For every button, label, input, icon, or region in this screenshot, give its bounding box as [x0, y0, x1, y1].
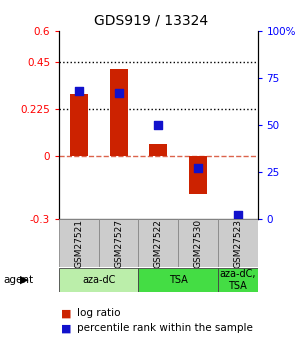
Text: GSM27522: GSM27522 [154, 219, 163, 268]
Bar [189, 156, 207, 194]
Text: GSM27527: GSM27527 [114, 219, 123, 268]
Bar [149, 144, 167, 156]
Text: GSM27521: GSM27521 [75, 219, 83, 268]
Text: ▶: ▶ [20, 275, 28, 285]
Text: GSM27530: GSM27530 [194, 219, 202, 268]
Text: ■: ■ [61, 324, 71, 333]
Bar [218, 219, 258, 267]
Text: GSM27523: GSM27523 [233, 219, 242, 268]
Bar [178, 219, 218, 267]
Point [235, 213, 240, 218]
Point [76, 88, 81, 94]
Text: GDS919 / 13324: GDS919 / 13324 [95, 13, 208, 27]
Text: percentile rank within the sample: percentile rank within the sample [77, 324, 253, 333]
Bar [138, 219, 178, 267]
Bar [59, 268, 138, 292]
Text: aza-dC: aza-dC [82, 275, 115, 285]
Text: log ratio: log ratio [77, 308, 121, 318]
Text: ■: ■ [61, 308, 71, 318]
Bar [110, 69, 128, 156]
Bar [99, 219, 138, 267]
Text: TSA: TSA [169, 275, 188, 285]
Point [116, 90, 121, 96]
Bar [218, 268, 258, 292]
Text: agent: agent [3, 275, 33, 285]
Text: aza-dC,
TSA: aza-dC, TSA [219, 269, 256, 290]
Bar [138, 268, 218, 292]
Point [196, 166, 201, 171]
Bar [59, 219, 99, 267]
Point [156, 122, 161, 128]
Bar [70, 94, 88, 156]
